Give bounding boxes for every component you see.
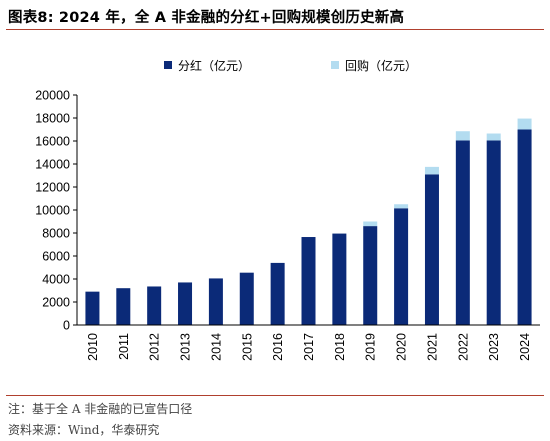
bar-dividend-2014 xyxy=(208,278,223,325)
source-note: 资料来源：Wind，华泰研究 xyxy=(8,423,160,437)
y-tick-label: 0 xyxy=(63,319,70,333)
x-tick-label: 2020 xyxy=(395,333,409,361)
bar-buyback-2020 xyxy=(394,204,409,209)
x-tick-label: 2024 xyxy=(518,333,532,361)
bar-dividend-2018 xyxy=(332,233,347,325)
bar-dividend-2017 xyxy=(301,237,316,325)
bar-dividend-2024 xyxy=(517,129,532,325)
bar-buyback-2023 xyxy=(486,133,501,141)
x-tick-label: 2015 xyxy=(240,333,254,361)
y-tick-label: 16000 xyxy=(35,135,70,149)
bar-dividend-2013 xyxy=(178,282,193,325)
bar-dividend-2010 xyxy=(85,291,100,325)
y-tick-label: 2000 xyxy=(42,296,70,310)
x-tick-label: 2012 xyxy=(148,333,162,361)
x-tick-label: 2013 xyxy=(179,333,193,361)
title-divider xyxy=(6,29,544,30)
y-tick-label: 12000 xyxy=(35,181,70,195)
bar-dividend-2023 xyxy=(486,140,501,325)
chart-title: 图表8: 2024 年，全 A 非金融的分红+回购规模创历史新高 xyxy=(8,10,405,26)
x-axis: 2010 2011 2012 2013 2014 2015 2016 2017 2018 2019… xyxy=(77,324,540,361)
bar-dividend-2022 xyxy=(455,140,470,325)
bar-buyback-2021 xyxy=(424,166,439,175)
x-tick-label: 2011 xyxy=(117,333,131,360)
bars xyxy=(85,118,532,325)
y-tick-label: 20000 xyxy=(35,89,70,103)
y-tick-label: 4000 xyxy=(42,273,70,287)
bar-dividend-2019 xyxy=(363,226,378,325)
y-tick-label: 14000 xyxy=(35,158,70,172)
legend-swatch-dividend xyxy=(164,61,172,69)
x-tick-label: 2014 xyxy=(209,333,223,361)
legend-swatch-buyback xyxy=(331,61,339,69)
bar-dividend-2020 xyxy=(394,208,409,325)
bar-dividend-2011 xyxy=(116,288,131,325)
y-tick-label: 6000 xyxy=(42,250,70,264)
x-tick-label: 2021 xyxy=(425,333,439,361)
y-tick-label: 10000 xyxy=(35,204,70,218)
x-tick-label: 2017 xyxy=(302,333,316,361)
x-tick-label: 2023 xyxy=(487,333,501,361)
x-tick-label: 2019 xyxy=(364,333,378,361)
bar-buyback-2022 xyxy=(455,131,470,141)
legend-label-buyback: 回购（亿元） xyxy=(345,58,417,73)
bar-dividend-2012 xyxy=(147,286,162,325)
y-tick-label: 18000 xyxy=(35,112,70,126)
footnote: 注：基于全 A 非金融的已宣告口径 xyxy=(8,402,193,416)
legend: 分红（亿元） 回购（亿元） xyxy=(164,58,417,73)
footer-divider xyxy=(6,395,544,396)
y-axis: 0 2000 4000 6000 8000 10000 12000 14000 16000 180… xyxy=(35,89,78,333)
bar-buyback-2019 xyxy=(363,221,378,227)
legend-label-dividend: 分红（亿元） xyxy=(178,58,250,73)
bar-dividend-2016 xyxy=(270,262,285,325)
bar-buyback-2024 xyxy=(517,118,532,130)
bar-dividend-2021 xyxy=(424,174,439,325)
y-tick-label: 8000 xyxy=(42,227,70,241)
x-tick-label: 2016 xyxy=(271,333,285,361)
x-tick-label: 2010 xyxy=(86,333,100,361)
x-tick-label: 2022 xyxy=(456,333,470,361)
bar-dividend-2015 xyxy=(239,272,254,325)
x-tick-label: 2018 xyxy=(333,333,347,361)
